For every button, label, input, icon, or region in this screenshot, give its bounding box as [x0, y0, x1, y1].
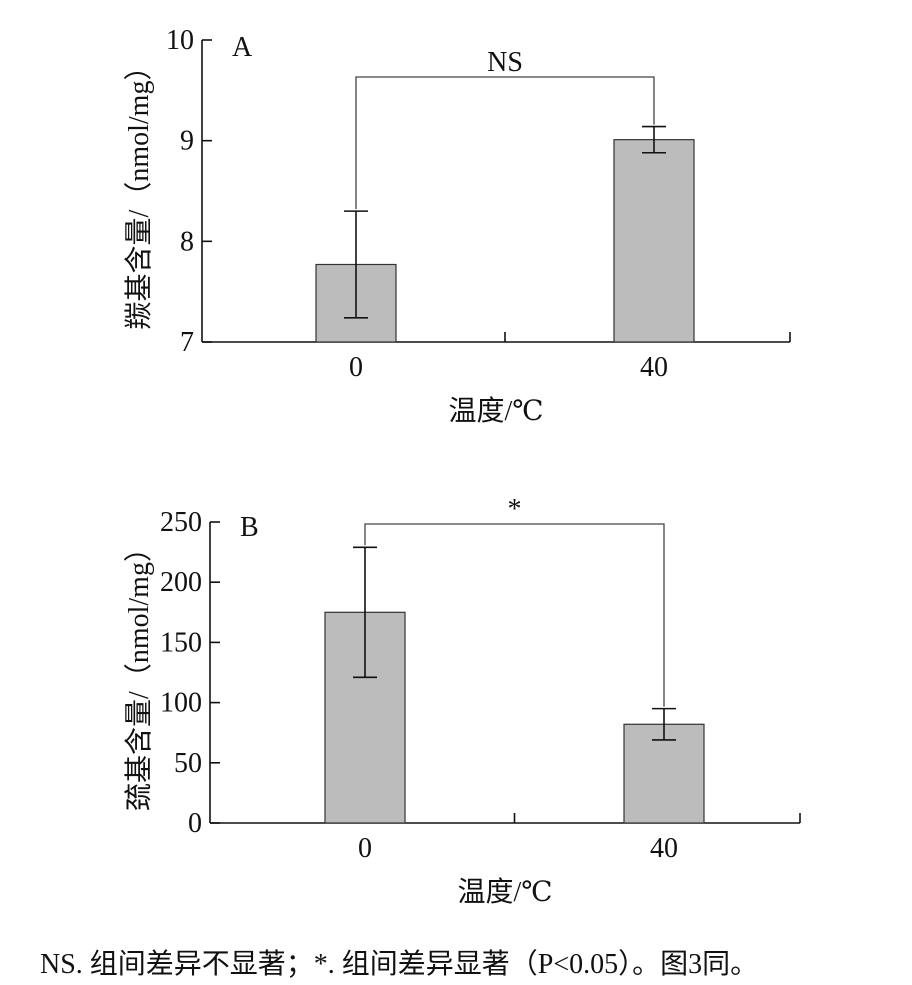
- significance-label: *: [508, 494, 522, 525]
- figure-caption: NS. 组间差异不显著；*. 组间差异显著（P<0.05）。图3同。: [40, 949, 759, 980]
- x-tick-label: 40: [650, 833, 678, 864]
- x-axis-title: 温度/℃: [457, 876, 552, 908]
- y-tick-label: 7: [180, 327, 194, 358]
- significance-bracket: [364, 523, 665, 707]
- chart-panel-b: 0 50 100 150 200 250 0 40 * B 温度/℃ 巯基含量/（nmol/mg）: [0, 460, 912, 920]
- chart-a-svg: 7 8 9 10 0 40 NS A 温度/℃ 羰基含量/（nmol/mg）: [123, 25, 791, 427]
- y-tick-label: 50: [174, 748, 202, 779]
- y-tick-label: 250: [160, 507, 202, 538]
- chart-panel-a: 7 8 9 10 0 40 NS A 温度/℃ 羰基含量/（nmol/mg）: [0, 0, 912, 460]
- y-tick-label: 0: [188, 808, 202, 839]
- panel-label: A: [232, 32, 253, 63]
- panel-label: B: [240, 512, 259, 543]
- y-tick-label: 150: [160, 627, 202, 658]
- y-axis-title: 羰基含量/（nmol/mg）: [123, 53, 155, 330]
- y-tick-label: 200: [160, 567, 202, 598]
- y-tick-label: 9: [180, 126, 194, 157]
- x-axis-title: 温度/℃: [448, 395, 543, 427]
- bar: [623, 723, 705, 824]
- x-tick-label: 0: [349, 352, 363, 383]
- x-tick-label: 0: [358, 833, 372, 864]
- y-tick-label: 8: [180, 226, 194, 257]
- y-tick-label: 10: [166, 25, 194, 56]
- chart-b-svg: 0 50 100 150 200 250 0 40 * B 温度/℃ 巯基含量/（nmol/mg）: [123, 494, 801, 908]
- significance-label: NS: [487, 47, 523, 78]
- y-tick-label: 100: [160, 688, 202, 719]
- y-axis-title: 巯基含量/（nmol/mg）: [123, 534, 155, 811]
- bar: [613, 139, 695, 343]
- significance-bracket: [355, 76, 655, 210]
- x-tick-label: 40: [640, 352, 668, 383]
